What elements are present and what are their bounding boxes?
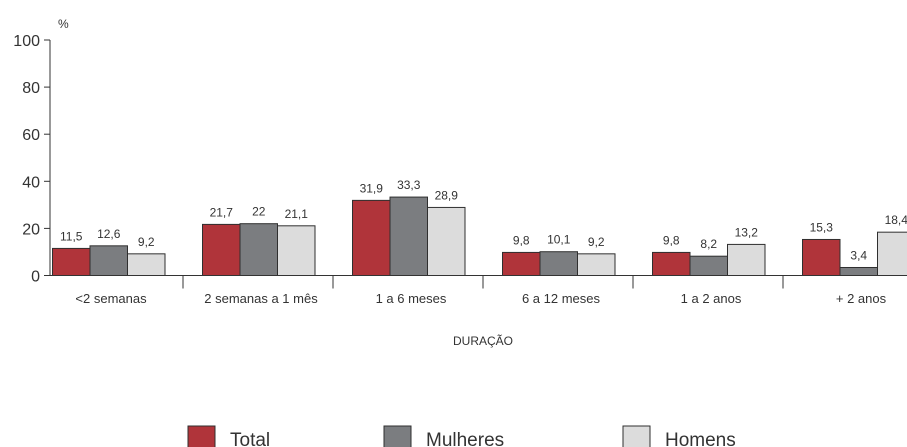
x-tick-label: <2 semanas bbox=[75, 291, 147, 306]
bar-mulheres bbox=[389, 196, 428, 277]
bar-homens bbox=[127, 253, 166, 276]
data-label: 13,2 bbox=[735, 225, 759, 239]
bar-homens bbox=[577, 253, 616, 276]
bar-homens bbox=[727, 243, 766, 277]
data-label: 21,1 bbox=[285, 207, 309, 221]
data-label: 8,2 bbox=[700, 237, 717, 251]
bar-total bbox=[352, 199, 391, 276]
legend-label: Mulheres bbox=[426, 430, 504, 447]
legend-swatch bbox=[622, 425, 651, 447]
data-label: 31,9 bbox=[360, 181, 384, 195]
legend: Total Mulheres Homens bbox=[187, 425, 736, 447]
y-axis: 0 20 40 60 80 100 bbox=[13, 33, 50, 286]
x-axis: <2 semanas 2 semanas a 1 mês 1 a 6 meses 6 … bbox=[75, 275, 887, 306]
data-label: 18,4 bbox=[885, 213, 907, 227]
bar-homens bbox=[877, 231, 907, 276]
legend-label: Total bbox=[230, 430, 270, 447]
y-tick-label: 60 bbox=[22, 127, 40, 144]
x-tick-label: 2 semanas a 1 mês bbox=[204, 291, 318, 306]
data-label: 9,2 bbox=[588, 235, 605, 249]
data-label: 11,5 bbox=[60, 229, 83, 243]
bar-mulheres bbox=[839, 266, 878, 277]
y-tick-label: 40 bbox=[22, 174, 40, 191]
x-axis-title: DURAÇÃO bbox=[453, 334, 513, 348]
bar-homens bbox=[277, 225, 316, 276]
x-tick-label: 1 a 2 anos bbox=[681, 291, 742, 306]
data-label: 21,7 bbox=[210, 205, 234, 219]
bar-total bbox=[502, 251, 541, 277]
legend-item-mulheres: Mulheres bbox=[383, 425, 504, 447]
bars bbox=[52, 196, 907, 277]
data-label: 28,9 bbox=[435, 188, 459, 202]
bar-mulheres bbox=[239, 223, 278, 277]
legend-item-homens: Homens bbox=[622, 425, 736, 447]
bar-total bbox=[52, 247, 91, 276]
data-label: 10,1 bbox=[547, 233, 571, 247]
x-tick-label: 1 a 6 meses bbox=[376, 291, 447, 306]
bar-total bbox=[652, 251, 691, 277]
bar-total bbox=[202, 223, 241, 276]
x-tick-label: + 2 anos bbox=[836, 291, 887, 306]
data-label: 9,8 bbox=[663, 233, 680, 247]
bar-mulheres bbox=[539, 251, 578, 276]
y-tick-label: 0 bbox=[31, 269, 40, 286]
data-label: 33,3 bbox=[397, 178, 421, 192]
legend-swatch bbox=[187, 425, 216, 447]
legend-item-total: Total bbox=[187, 425, 270, 447]
y-axis-label: % bbox=[58, 17, 69, 31]
data-label: 15,3 bbox=[810, 220, 834, 234]
bar-mulheres bbox=[89, 245, 128, 276]
x-tick-label: 6 a 12 meses bbox=[522, 291, 601, 306]
bar-homens bbox=[427, 206, 466, 277]
y-tick-label: 100 bbox=[13, 33, 40, 50]
bar-mulheres bbox=[689, 255, 728, 276]
data-label: 9,2 bbox=[138, 235, 155, 249]
data-label: 9,8 bbox=[513, 233, 530, 247]
data-label: 12,6 bbox=[97, 227, 121, 241]
data-labels: 11,5 21,7 31,9 9,8 9,8 15,3 12,6 22 33,3 10,1 8,2 3… bbox=[60, 178, 907, 262]
y-tick-label: 20 bbox=[22, 221, 40, 238]
legend-label: Homens bbox=[665, 430, 736, 447]
y-tick-label: 80 bbox=[22, 80, 40, 97]
data-label: 3,4 bbox=[850, 248, 867, 262]
bar-total bbox=[802, 238, 841, 277]
data-label: 22 bbox=[252, 205, 266, 219]
legend-swatch bbox=[383, 425, 412, 447]
